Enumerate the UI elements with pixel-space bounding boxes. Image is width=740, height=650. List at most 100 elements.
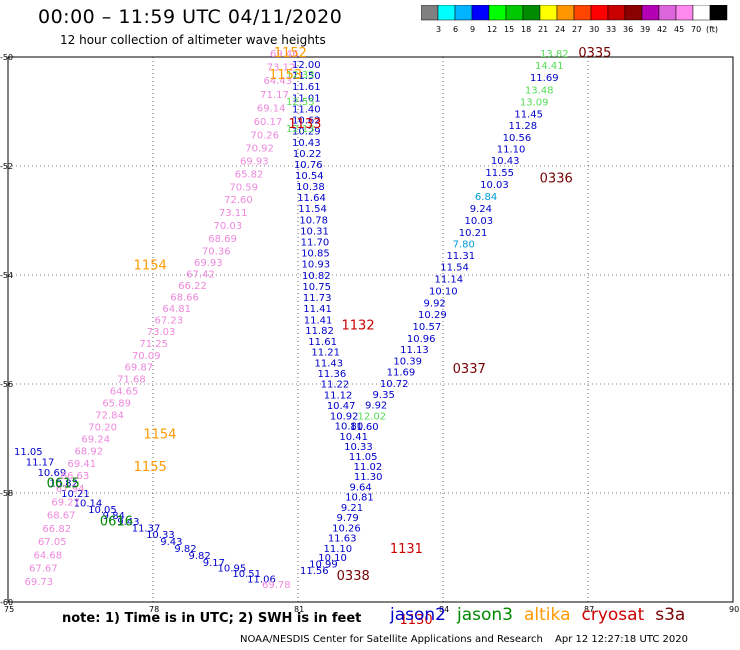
wave-height-value: 69.27 bbox=[51, 497, 80, 508]
page-title: 00:00 – 11:59 UTC 04/11/2020 bbox=[38, 6, 343, 28]
wave-height-value: 10.80 bbox=[335, 422, 364, 433]
wave-height-value: 11.60 bbox=[350, 422, 379, 433]
wave-height-value: 13.82 bbox=[540, 49, 569, 60]
wave-height-value: 11.21 bbox=[311, 348, 340, 359]
scale-label: 9 bbox=[470, 25, 475, 34]
wave-height-value: 10.92 bbox=[330, 412, 359, 423]
wave-height-value: 11.31 bbox=[446, 251, 475, 262]
wave-height-value: 11.40 bbox=[292, 104, 321, 115]
wave-height-value: 10.47 bbox=[327, 401, 356, 412]
wave-height-value: 67.42 bbox=[186, 269, 215, 280]
track-time-label: 1131 bbox=[390, 542, 423, 557]
wave-height-value: 10.05 bbox=[88, 505, 117, 516]
wave-height-value: 10.41 bbox=[339, 432, 368, 443]
wave-height-value: 68.66 bbox=[170, 292, 199, 303]
wave-height-value: 70.92 bbox=[245, 144, 274, 155]
track-time-label: 1133 bbox=[288, 117, 321, 132]
track-time-label: 0336 bbox=[540, 171, 573, 186]
wave-height-value: 9.79 bbox=[336, 513, 358, 524]
wave-height-value: 10.03 bbox=[465, 216, 494, 227]
wave-height-value: 10.03 bbox=[480, 180, 509, 191]
wave-height-value: 11.82 bbox=[305, 326, 334, 337]
wave-height-value: 11.22 bbox=[321, 380, 350, 391]
wave-height-value: 11.73 bbox=[303, 293, 332, 304]
track-time-label: 0615 bbox=[47, 477, 80, 492]
wave-height-value: 11.14 bbox=[435, 275, 464, 286]
scale-label: 12 bbox=[487, 25, 497, 34]
wave-height-value: 10.29 bbox=[418, 310, 447, 321]
wave-height-value: 9.35 bbox=[373, 390, 395, 401]
scale-label: 21 bbox=[538, 25, 548, 34]
wave-height-value: 6.84 bbox=[475, 192, 497, 203]
wave-height-value: 66.22 bbox=[178, 281, 207, 292]
wave-height-value: 9.43 bbox=[160, 537, 182, 548]
wave-height-value: 11.10 bbox=[497, 144, 526, 155]
satellite-altika: altika bbox=[524, 605, 571, 625]
wave-height-value: 67.23 bbox=[154, 316, 183, 327]
wave-height-value: 10.93 bbox=[302, 260, 331, 271]
scale-label: 24 bbox=[555, 25, 565, 34]
wave-height-value: 11.45 bbox=[514, 109, 543, 120]
wave-height-value: 9.43 bbox=[117, 517, 139, 528]
wave-height-value: 10.26 bbox=[332, 523, 361, 534]
wave-height-value: 13.09 bbox=[520, 97, 549, 108]
page-subtitle: 12 hour collection of altimeter wave hei… bbox=[60, 33, 326, 47]
wave-height-value: 73.03 bbox=[147, 327, 176, 338]
x-tick-label: 78 bbox=[149, 605, 159, 614]
wave-height-value: 11.30 bbox=[354, 472, 383, 483]
wave-height-value: 11.70 bbox=[301, 238, 330, 249]
scale-label: 39 bbox=[640, 25, 650, 34]
track-time-label: 1154 bbox=[134, 259, 167, 274]
wave-height-value: 11.64 bbox=[297, 193, 326, 204]
wave-height-value: 10.82 bbox=[49, 479, 78, 490]
wave-height-value: 71.17 bbox=[260, 90, 289, 101]
wave-height-value: 11.01 bbox=[292, 93, 321, 104]
wave-height-value: 11.69 bbox=[387, 368, 416, 379]
lat-lon-grid bbox=[7, 56, 734, 603]
satellite-jason3: jason3 bbox=[457, 605, 513, 625]
wave-height-value: 68.69 bbox=[208, 234, 237, 245]
x-tick-label: 75 bbox=[4, 605, 14, 614]
wave-height-value: 10.54 bbox=[295, 171, 324, 182]
wave-height-value: 73.12 bbox=[267, 63, 296, 74]
wave-height-value: 70.09 bbox=[132, 351, 161, 362]
track-time-label: 1132 bbox=[342, 319, 375, 334]
wave-height-value: 11.55 bbox=[485, 168, 514, 179]
wave-height-value: 7.80 bbox=[453, 240, 475, 251]
wave-height-value: 11.06 bbox=[247, 575, 276, 586]
wave-height-value: 10.85 bbox=[301, 249, 330, 260]
scale-label: 6 bbox=[453, 25, 458, 34]
wave-height-value: 69.14 bbox=[257, 103, 286, 114]
scale-label: 15 bbox=[504, 25, 514, 34]
y-tick-label: -56 bbox=[0, 380, 13, 389]
wave-height-value: 13.48 bbox=[525, 85, 554, 96]
wave-height-value: 10.69 bbox=[38, 468, 67, 479]
credit-text: NOAA/NESDIS Center for Satellite Applica… bbox=[240, 634, 543, 645]
units-note: note: 1) Time is in UTC; 2) SWH is in fe… bbox=[62, 611, 362, 626]
wave-height-value: 10.33 bbox=[146, 530, 175, 541]
scale-label: 18 bbox=[521, 25, 531, 34]
wave-height-value: 10.57 bbox=[413, 322, 442, 333]
track-time-label: 1153 bbox=[269, 68, 302, 83]
wave-height-value: 10.51 bbox=[232, 569, 261, 580]
wave-height-value: 10.99 bbox=[309, 560, 338, 571]
wave-height-value: 12.55 bbox=[286, 97, 315, 108]
wave-height-value: 69.93 bbox=[194, 258, 223, 269]
wave-height-value: 68.92 bbox=[74, 447, 103, 458]
wave-height-value: 11.12 bbox=[324, 390, 353, 401]
wave-height-value: 69.78 bbox=[262, 580, 291, 591]
x-tick-label: 90 bbox=[729, 605, 739, 614]
x-tick-label: 84 bbox=[439, 605, 449, 614]
scale-label: 27 bbox=[572, 25, 582, 34]
wave-height-value: 60.17 bbox=[254, 117, 283, 128]
wave-height-value: 71.25 bbox=[139, 339, 168, 350]
wave-height-value: 11.36 bbox=[318, 369, 347, 380]
wave-height-value: 10.29 bbox=[292, 127, 321, 138]
y-tick-label: -58 bbox=[0, 489, 13, 498]
wave-height-value: 11.41 bbox=[303, 304, 332, 315]
wave-height-value: 67.94 bbox=[56, 484, 85, 495]
y-tick-label: -60 bbox=[0, 598, 13, 607]
wave-height-value: 9.92 bbox=[365, 401, 387, 412]
wave-height-value: 11.37 bbox=[132, 523, 161, 534]
timestamp: Apr 12 12:27:18 UTC 2020 bbox=[555, 634, 688, 645]
